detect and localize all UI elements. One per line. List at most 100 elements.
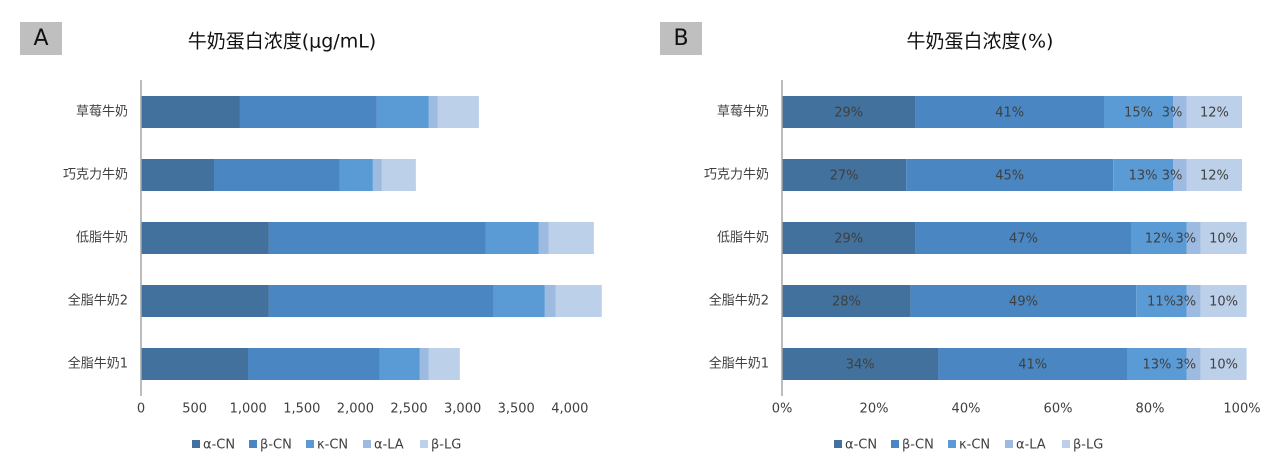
value-label: 12% <box>1145 232 1174 247</box>
y-tick-label: 全脂牛奶1 <box>709 356 769 372</box>
bar-segment <box>214 159 340 191</box>
legend-swatch <box>891 440 899 448</box>
legend-swatch <box>306 440 314 448</box>
bar-segment <box>1136 285 1187 317</box>
x-tick-label: 20% <box>860 402 889 417</box>
y-tick-label: 巧克力牛奶 <box>704 168 769 183</box>
x-tick-label: 3,500 <box>498 402 535 417</box>
legend-swatch <box>1005 440 1013 448</box>
y-tick-label: 全脂牛奶1 <box>68 356 128 372</box>
x-tick-label: 40% <box>952 402 981 417</box>
bar-segment <box>910 285 1137 317</box>
bar-segment <box>339 159 373 191</box>
bar-segment <box>782 96 916 128</box>
legend-swatch <box>834 440 842 448</box>
value-label: 49% <box>1009 295 1038 310</box>
legend-label: β-LG <box>1073 438 1103 453</box>
x-tick-label: 60% <box>1044 402 1073 417</box>
bar-segment <box>379 348 420 380</box>
bar-segment <box>372 159 382 191</box>
bar-segment <box>428 348 460 380</box>
legend-swatch <box>420 440 428 448</box>
legend-label: β-CN <box>902 438 934 453</box>
value-label: 11% <box>1147 295 1176 310</box>
bar-segment <box>141 222 269 254</box>
bar-segment <box>419 348 429 380</box>
value-label: 29% <box>834 106 863 121</box>
x-tick-label: 0% <box>772 402 793 417</box>
x-tick-label: 1,000 <box>230 402 267 417</box>
x-tick-label: 2,000 <box>337 402 374 417</box>
value-label: 3% <box>1162 106 1183 121</box>
x-tick-label: 3,000 <box>444 402 481 417</box>
chart-title: 牛奶蛋白浓度(%) <box>907 31 1054 53</box>
bar-segment <box>1104 96 1173 128</box>
bar-segment <box>548 222 594 254</box>
y-tick-label: 全脂牛奶2 <box>68 293 128 309</box>
bar-segment <box>141 96 240 128</box>
value-label: 3% <box>1175 295 1196 310</box>
value-label: 3% <box>1175 358 1196 373</box>
panel-label-box <box>20 22 62 55</box>
legend-label: κ-CN <box>317 438 348 453</box>
y-tick-label: 巧克力牛奶 <box>63 168 128 183</box>
bar-segment <box>376 96 429 128</box>
x-tick-label: 1,500 <box>283 402 320 417</box>
bar-segment <box>555 285 602 317</box>
bar-segment <box>782 285 911 317</box>
value-label: 13% <box>1129 169 1158 184</box>
bar-segment <box>1186 96 1242 128</box>
legend-label: β-CN <box>260 438 292 453</box>
value-label: 28% <box>832 295 861 310</box>
legend-swatch <box>948 440 956 448</box>
panel-label: B <box>673 26 688 51</box>
bar-segment <box>915 222 1132 254</box>
value-label: 29% <box>834 232 863 247</box>
legend-label: α-LA <box>374 438 404 453</box>
chart-title: 牛奶蛋白浓度(μg/mL) <box>188 31 376 53</box>
x-tick-label: 2,500 <box>390 402 427 417</box>
x-tick-label: 0 <box>137 402 145 417</box>
bar-segment <box>493 285 545 317</box>
value-label: 34% <box>846 358 875 373</box>
value-label: 10% <box>1209 295 1238 310</box>
bar-segment <box>247 348 380 380</box>
legend-swatch <box>249 440 257 448</box>
legend-label: α-LA <box>1016 438 1046 453</box>
bar-segment <box>485 222 539 254</box>
bar-segment <box>141 348 248 380</box>
value-label: 27% <box>830 169 859 184</box>
value-label: 13% <box>1142 358 1171 373</box>
legend-label: α-CN <box>203 438 235 453</box>
value-label: 10% <box>1209 232 1238 247</box>
legend-swatch <box>363 440 371 448</box>
bar-segment <box>1186 222 1201 254</box>
bar-segment <box>437 96 479 128</box>
bar-segment <box>544 285 556 317</box>
bar-segment <box>938 348 1127 380</box>
bar-segment <box>538 222 549 254</box>
bar-segment <box>906 159 1114 191</box>
bar-segment <box>1127 348 1187 380</box>
bar-segment <box>1186 348 1201 380</box>
bar-segment <box>1173 159 1187 191</box>
bar-segment <box>381 159 416 191</box>
legend-swatch <box>1062 440 1070 448</box>
legend-label: β-LG <box>431 438 461 453</box>
value-label: 45% <box>995 169 1024 184</box>
value-label: 12% <box>1200 106 1229 121</box>
bar-segment <box>782 348 939 380</box>
bar-segment <box>782 222 916 254</box>
bar-segment <box>268 222 486 254</box>
y-tick-label: 全脂牛奶2 <box>709 293 769 309</box>
bar-segment <box>915 96 1104 128</box>
value-label: 47% <box>1009 232 1038 247</box>
x-tick-label: 500 <box>182 402 207 417</box>
x-tick-label: 4,000 <box>551 402 588 417</box>
bar-segment <box>782 159 907 191</box>
bar-segment <box>1173 96 1187 128</box>
bar-segment <box>1186 159 1242 191</box>
value-label: 41% <box>1018 358 1047 373</box>
bar-segment <box>428 96 438 128</box>
